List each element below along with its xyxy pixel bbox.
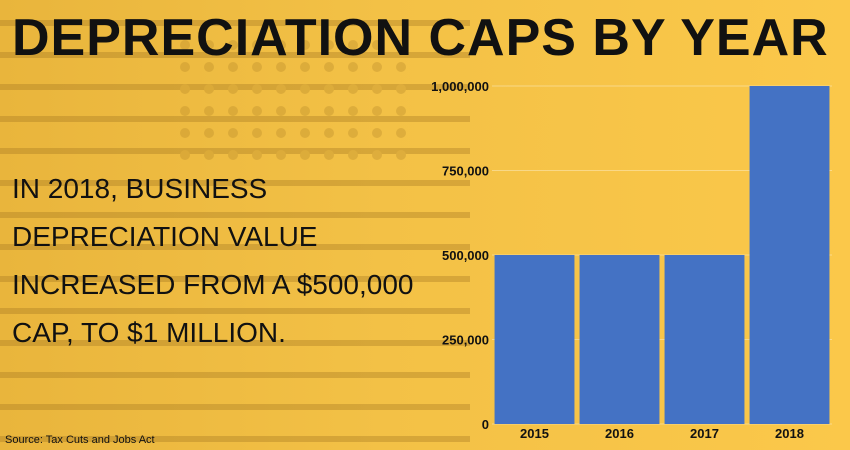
y-axis-tick-labels: 0 250,000 500,000 750,000 1,000,000 — [431, 79, 489, 432]
source-note: Source: Tax Cuts and Jobs Act — [5, 434, 155, 446]
rack-vent — [180, 40, 190, 50]
rack-vent — [372, 128, 382, 138]
rack-vent — [372, 106, 382, 116]
rack-vent — [348, 40, 358, 50]
rack-vent — [372, 40, 382, 50]
rack-vent — [372, 84, 382, 94]
rack-vent — [252, 128, 262, 138]
x-tick-label: 2017 — [690, 426, 719, 441]
rack-shelf — [0, 404, 470, 410]
bar-2018 — [749, 86, 830, 424]
rack-shelf — [0, 276, 470, 282]
rack-shelf — [0, 244, 470, 250]
y-tick-label: 0 — [482, 417, 489, 432]
rack-vent — [252, 40, 262, 50]
rack-shelf — [0, 372, 470, 378]
rack-vent — [228, 62, 238, 72]
bars — [494, 86, 830, 424]
rack-vent — [276, 106, 286, 116]
server-rack-texture — [0, 20, 470, 442]
rack-vent — [300, 106, 310, 116]
rack-vent — [228, 40, 238, 50]
chart-title: DEPRECIATION CAPS BY YEAR — [12, 9, 829, 67]
rack-vent — [348, 84, 358, 94]
rack-vent — [276, 62, 286, 72]
rack-vent — [252, 106, 262, 116]
rack-vent — [228, 128, 238, 138]
rack-vent — [180, 62, 190, 72]
rack-vent — [324, 128, 334, 138]
y-tick-label: 1,000,000 — [431, 79, 489, 94]
rack-shelf — [0, 436, 470, 442]
rack-vent — [252, 62, 262, 72]
rack-vent — [300, 62, 310, 72]
rack-shelf — [0, 340, 470, 346]
x-axis-tick-labels: 2015 2016 2017 2018 — [520, 426, 804, 441]
rack-shelf — [0, 212, 470, 218]
rack-vent — [324, 150, 334, 160]
rack-vent — [204, 40, 214, 50]
rack-vent — [252, 84, 262, 94]
rack-vent — [396, 84, 406, 94]
rack-vent — [372, 150, 382, 160]
y-tick-label: 250,000 — [442, 333, 489, 348]
rack-shelf — [0, 308, 470, 314]
rack-shelf — [0, 52, 470, 58]
rack-vent — [180, 84, 190, 94]
rack-vent — [372, 62, 382, 72]
rack-vent — [324, 106, 334, 116]
y-tick-label: 750,000 — [442, 164, 489, 179]
rack-shelf — [0, 180, 470, 186]
rack-shelf — [0, 148, 470, 154]
rack-vent — [204, 128, 214, 138]
rack-vent — [348, 62, 358, 72]
x-tick-label: 2015 — [520, 426, 549, 441]
rack-vent — [348, 128, 358, 138]
rack-vent — [180, 106, 190, 116]
bar-2017 — [664, 255, 745, 424]
rack-vent — [348, 106, 358, 116]
y-tick-label: 500,000 — [442, 248, 489, 263]
rack-vent — [180, 128, 190, 138]
rack-vent — [396, 128, 406, 138]
rack-vent — [300, 150, 310, 160]
rack-vent — [324, 40, 334, 50]
rack-vent — [276, 128, 286, 138]
rack-vent — [228, 150, 238, 160]
rack-vent — [396, 62, 406, 72]
rack-vent — [276, 84, 286, 94]
rack-vent — [396, 150, 406, 160]
rack-vent — [276, 40, 286, 50]
rack-vent — [204, 62, 214, 72]
rack-shelf — [0, 84, 470, 90]
rack-vent — [204, 84, 214, 94]
rack-vent — [276, 150, 286, 160]
rack-vent — [300, 128, 310, 138]
rack-vent — [396, 106, 406, 116]
bar-2016 — [579, 255, 660, 424]
rack-vent — [204, 106, 214, 116]
rack-vent — [396, 40, 406, 50]
bar-2015 — [494, 255, 575, 424]
rack-vent — [348, 150, 358, 160]
body-text: IN 2018, BUSINESS DEPRECIATION VALUE INC… — [12, 173, 414, 348]
rack-shelf — [0, 20, 470, 26]
x-tick-label: 2018 — [775, 426, 804, 441]
rack-vent — [228, 84, 238, 94]
rack-vent — [324, 62, 334, 72]
rack-vent — [204, 150, 214, 160]
rack-vent — [252, 150, 262, 160]
rack-vent — [180, 150, 190, 160]
x-tick-label: 2016 — [605, 426, 634, 441]
rack-shelf — [0, 116, 470, 122]
rack-vent — [228, 106, 238, 116]
rack-vent — [300, 84, 310, 94]
rack-vent — [324, 84, 334, 94]
rack-vent — [300, 40, 310, 50]
